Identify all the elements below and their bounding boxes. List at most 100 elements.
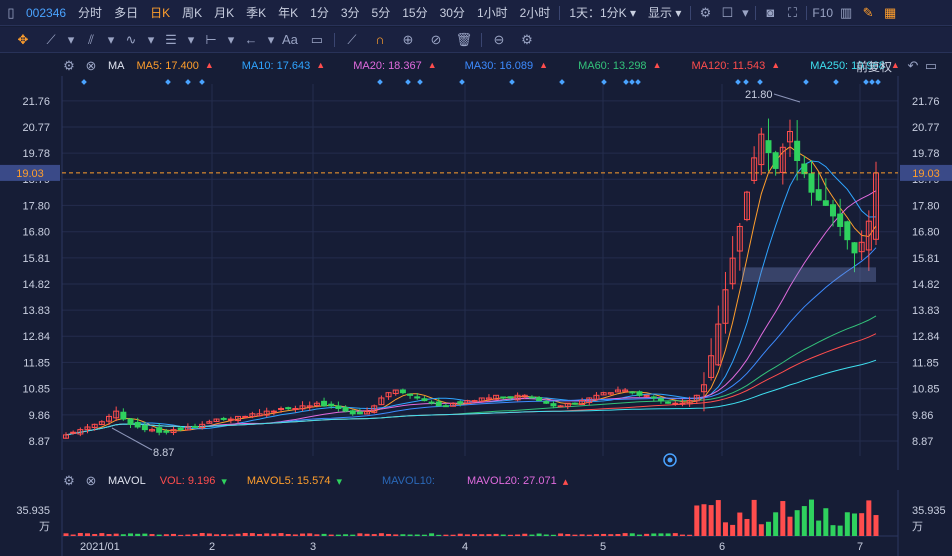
candle-body bbox=[815, 189, 822, 201]
panel-toggle-icon[interactable]: ▯ bbox=[7, 4, 15, 20]
trend-line-icon[interactable]: ⟋ bbox=[46, 31, 56, 47]
vol-indicator-name[interactable]: MAVOL bbox=[108, 475, 146, 487]
price-tick-label: 13.83 bbox=[912, 305, 940, 317]
chevron-down-icon[interactable]: ▾ bbox=[147, 31, 155, 47]
camera-icon[interactable]: ◙ bbox=[766, 5, 775, 20]
volume-chart[interactable]: 35.935 万 35.935 万 2021/01 2 3 4 5 6 7 bbox=[0, 490, 952, 556]
text-tool-icon[interactable]: Aa bbox=[282, 32, 298, 47]
candle-body bbox=[557, 405, 564, 408]
arrow-left-icon[interactable]: ← bbox=[244, 32, 258, 47]
volume-bar bbox=[214, 534, 220, 536]
event-marker bbox=[635, 79, 641, 85]
event-marker bbox=[81, 79, 87, 85]
grid-icon[interactable]: ▦ bbox=[883, 4, 897, 20]
display-dropdown[interactable]: 显示 ▾ bbox=[648, 6, 682, 20]
period-tab[interactable]: 1小时 bbox=[476, 6, 508, 20]
period-tab[interactable]: 月K bbox=[214, 6, 235, 20]
close-icon[interactable]: ⊗ bbox=[85, 473, 97, 488]
candle-body bbox=[722, 289, 729, 324]
period-tab[interactable]: 1分 bbox=[310, 6, 329, 20]
close-icon[interactable]: ⊗ bbox=[85, 58, 97, 73]
volume-bar bbox=[708, 505, 714, 536]
adjust-dropdown[interactable]: 前复权 bbox=[856, 59, 893, 74]
period-tab[interactable]: 5分 bbox=[371, 6, 391, 20]
chevron-down-icon[interactable]: ▾ bbox=[187, 31, 195, 47]
period-tab[interactable]: 2小时 bbox=[519, 6, 551, 20]
candle-body bbox=[650, 396, 657, 399]
volume-bar bbox=[407, 534, 413, 536]
candle-body bbox=[593, 394, 600, 400]
volume-bar bbox=[687, 534, 693, 536]
comment-icon[interactable]: ▭ bbox=[310, 31, 324, 47]
scroll-icon-dot bbox=[667, 457, 673, 463]
undo-icon[interactable]: ↶ bbox=[907, 58, 919, 73]
indicator-name[interactable]: MA bbox=[108, 60, 125, 72]
volume-bar bbox=[543, 534, 549, 536]
chevron-down-icon[interactable]: ▾ bbox=[67, 31, 75, 47]
chevron-down-icon[interactable]: ▾ bbox=[107, 31, 115, 47]
volume-bar bbox=[393, 534, 399, 536]
gear-icon[interactable]: ⚙ bbox=[521, 31, 533, 47]
period-tab[interactable]: 3分 bbox=[340, 6, 360, 20]
interval-dropdown[interactable]: 1天：1分K ▾ bbox=[569, 6, 637, 20]
magnet-icon[interactable]: ∩ bbox=[375, 32, 385, 47]
period-tab[interactable]: 30分 bbox=[439, 6, 465, 20]
candle-body bbox=[127, 418, 134, 425]
checkbox-icon[interactable]: ☐ bbox=[721, 4, 734, 20]
candle-body bbox=[550, 403, 557, 407]
fullscreen-icon[interactable]: ⛶ bbox=[787, 4, 797, 20]
settings-icon[interactable]: ⚙ bbox=[63, 473, 75, 488]
period-tab[interactable]: 年K bbox=[278, 6, 299, 20]
trash-icon[interactable]: 🗑 bbox=[455, 31, 473, 47]
chevron-down-icon[interactable]: ▾ bbox=[227, 31, 235, 47]
settings-icon[interactable]: ⚙ bbox=[699, 4, 712, 20]
chevron-down-icon[interactable]: ▾ bbox=[742, 4, 749, 20]
pencil-icon[interactable]: ✎ bbox=[862, 4, 874, 20]
wave-icon[interactable]: ∿ bbox=[125, 31, 137, 47]
candle-body bbox=[457, 401, 464, 404]
candle-body bbox=[84, 426, 91, 430]
candle-body bbox=[829, 204, 836, 217]
divider bbox=[755, 5, 757, 20]
ma-legend-item: MA250: 10.968 bbox=[810, 60, 885, 72]
hide-icon[interactable]: ⊘ bbox=[430, 31, 442, 47]
volume-bar bbox=[135, 533, 141, 536]
period-tab[interactable]: 日K bbox=[150, 6, 171, 20]
channel-icon[interactable]: ⫽ bbox=[88, 31, 94, 47]
volume-bar bbox=[859, 513, 865, 536]
measure-icon[interactable]: ⊢ bbox=[205, 31, 217, 47]
candle-body bbox=[507, 396, 514, 399]
period-tab[interactable]: 15分 bbox=[402, 6, 428, 20]
crosshair-icon[interactable]: ✥ bbox=[17, 31, 29, 47]
candle-body bbox=[808, 173, 815, 193]
candle-body bbox=[206, 421, 213, 424]
ruler-icon[interactable]: ⟋ bbox=[347, 31, 357, 47]
volume-bar bbox=[629, 533, 635, 536]
chevron-down-icon[interactable]: ▾ bbox=[267, 31, 275, 47]
period-tab[interactable]: 分时 bbox=[78, 6, 103, 20]
event-marker bbox=[377, 79, 383, 85]
candle-body bbox=[772, 152, 779, 169]
lock-icon[interactable]: ⊕ bbox=[402, 31, 414, 47]
minimize-icon[interactable]: ▭ bbox=[924, 58, 938, 73]
volume-bar bbox=[421, 534, 427, 536]
settings-icon[interactable]: ⚙ bbox=[63, 58, 75, 73]
stock-code[interactable]: 002346 bbox=[26, 5, 67, 20]
ma-line bbox=[65, 190, 877, 436]
link-icon[interactable]: ⊖ bbox=[493, 31, 505, 47]
ma-legend-item: MA10: 17.643 bbox=[241, 60, 311, 72]
layout-icon[interactable]: ▥ bbox=[839, 4, 853, 20]
period-tab[interactable]: 季K bbox=[246, 6, 267, 20]
f10-button[interactable]: F10 bbox=[812, 5, 834, 20]
fibonacci-icon[interactable]: ☰ bbox=[165, 31, 177, 47]
low-price-mark: 8.87 bbox=[153, 447, 174, 459]
divider bbox=[806, 5, 808, 20]
volume-bar bbox=[249, 533, 255, 536]
volume-bar bbox=[328, 534, 334, 536]
candlestick-chart[interactable]: 21.7620.7719.7818.7917.8016.8015.8114.82… bbox=[0, 76, 952, 470]
period-tab[interactable]: 周K bbox=[182, 6, 203, 20]
time-tick-label: 2 bbox=[209, 541, 215, 553]
volume-bar bbox=[500, 534, 506, 536]
event-marker bbox=[459, 79, 465, 85]
period-tab[interactable]: 多日 bbox=[114, 6, 139, 20]
